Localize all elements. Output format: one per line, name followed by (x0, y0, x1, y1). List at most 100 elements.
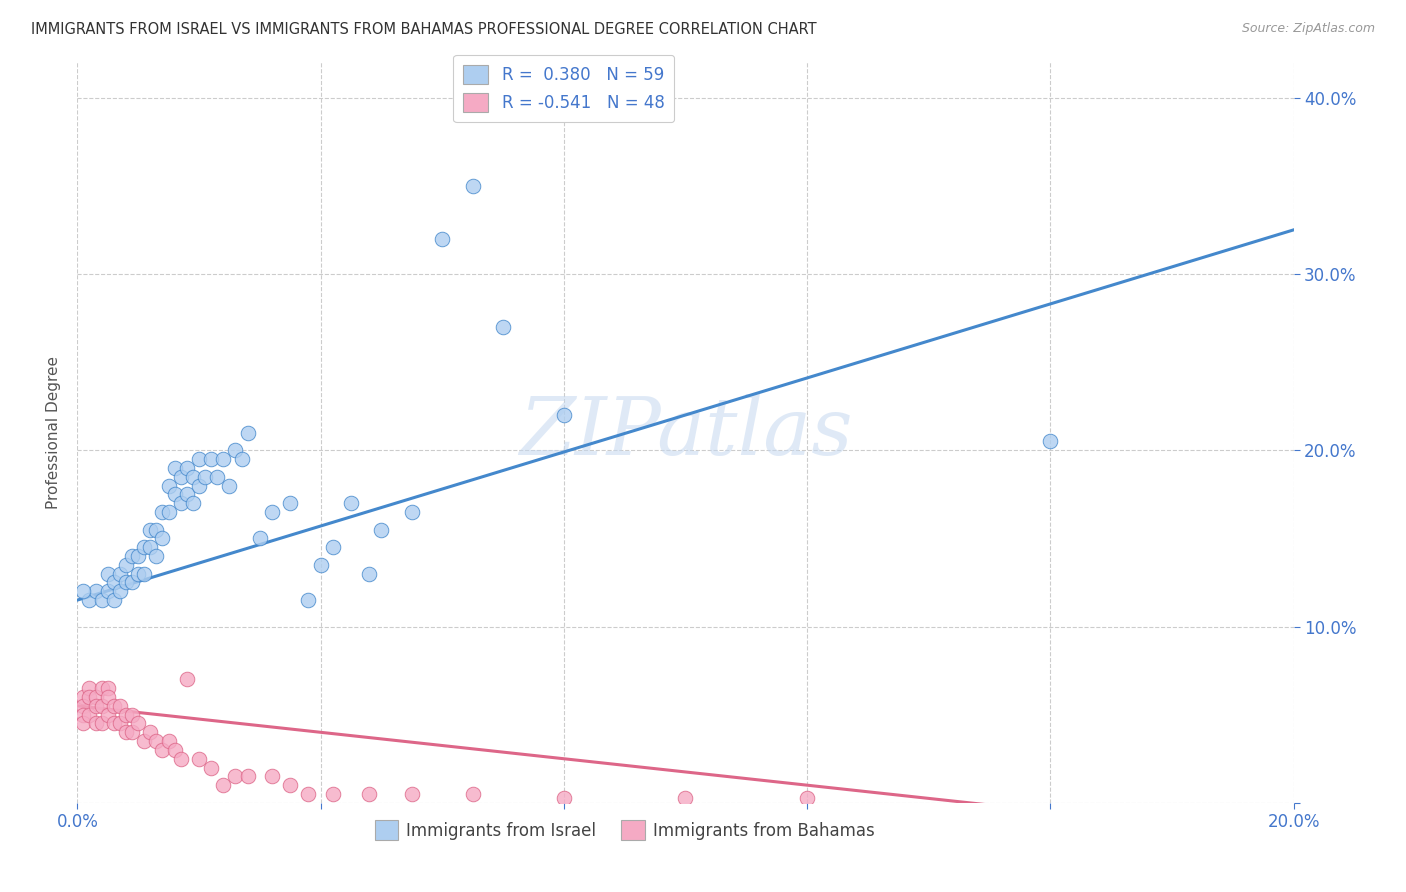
Point (212, 778, 235, 792)
Text: ZIPatlas: ZIPatlas (519, 394, 852, 471)
Point (72, 716, 94, 731)
Point (97, 681, 120, 696)
Point (108, 716, 131, 731)
Point (152, 743, 174, 757)
Point (359, 566, 381, 581)
Point (188, 452, 211, 467)
Point (170, 752, 193, 766)
Point (139, 540, 162, 554)
Point (461, 178, 484, 193)
Point (249, 532, 271, 546)
Point (79, 593, 101, 607)
Point (97, 566, 120, 581)
Point (224, 769, 246, 783)
Point (84, 698, 107, 713)
Point (121, 549, 143, 563)
Point (188, 478, 211, 492)
Point (236, 425, 259, 440)
Point (278, 778, 301, 792)
Point (224, 443, 246, 458)
Point (90, 593, 112, 607)
Point (115, 725, 138, 739)
Point (145, 523, 167, 537)
Point (145, 734, 167, 748)
Point (322, 787, 344, 801)
Point (163, 461, 186, 475)
Point (297, 787, 319, 801)
Point (461, 787, 484, 801)
Point (278, 496, 301, 510)
Point (103, 593, 125, 607)
Point (553, 790, 575, 805)
Text: Source: ZipAtlas.com: Source: ZipAtlas.com (1241, 22, 1375, 36)
Point (79, 690, 101, 704)
Point (108, 584, 131, 599)
Point (200, 452, 222, 467)
Point (205, 469, 228, 483)
Point (121, 725, 143, 739)
Point (176, 673, 198, 687)
Point (181, 496, 204, 510)
Point (322, 540, 344, 554)
Point (84, 584, 107, 599)
Point (370, 523, 392, 537)
Point (359, 787, 381, 801)
Point (309, 558, 332, 572)
Point (163, 743, 186, 757)
Point (134, 566, 156, 581)
Point (134, 540, 156, 554)
Text: IMMIGRANTS FROM ISRAEL VS IMMIGRANTS FROM BAHAMAS PROFESSIONAL DEGREE CORRELATIO: IMMIGRANTS FROM ISRAEL VS IMMIGRANTS FRO… (31, 22, 817, 37)
Point (79, 681, 101, 696)
Point (231, 452, 253, 467)
Point (430, 232, 453, 246)
Point (84, 716, 107, 731)
Point (675, 790, 697, 805)
Point (103, 698, 125, 713)
Point (181, 469, 204, 483)
Point (72, 698, 94, 713)
Point (145, 549, 167, 563)
Point (134, 734, 156, 748)
Point (340, 496, 363, 510)
Point (108, 698, 131, 713)
Point (103, 575, 125, 590)
Point (176, 487, 198, 501)
Point (121, 575, 143, 590)
Point (260, 769, 283, 783)
Point (176, 461, 198, 475)
Point (236, 769, 259, 783)
Point (157, 734, 180, 748)
Point (79, 707, 101, 722)
Point (90, 681, 112, 696)
Point (188, 752, 211, 766)
Point (796, 790, 818, 805)
Point (97, 584, 120, 599)
Point (170, 469, 193, 483)
Point (212, 452, 235, 467)
Point (401, 505, 423, 519)
Point (297, 593, 319, 607)
Point (84, 690, 107, 704)
Point (90, 716, 112, 731)
Point (115, 707, 138, 722)
Point (152, 532, 174, 546)
Point (1039, 434, 1062, 449)
Point (157, 505, 180, 519)
Point (72, 707, 94, 722)
Point (97, 707, 120, 722)
Legend: Immigrants from Israel, Immigrants from Bahamas: Immigrants from Israel, Immigrants from … (368, 814, 882, 847)
Point (157, 478, 180, 492)
Point (90, 698, 112, 713)
Point (103, 716, 125, 731)
Point (97, 690, 120, 704)
Point (152, 505, 174, 519)
Point (200, 760, 222, 774)
Point (218, 478, 240, 492)
Point (127, 566, 149, 581)
Point (121, 707, 143, 722)
Point (72, 690, 94, 704)
Point (260, 505, 283, 519)
Point (401, 787, 423, 801)
Point (553, 408, 575, 422)
Point (170, 496, 193, 510)
